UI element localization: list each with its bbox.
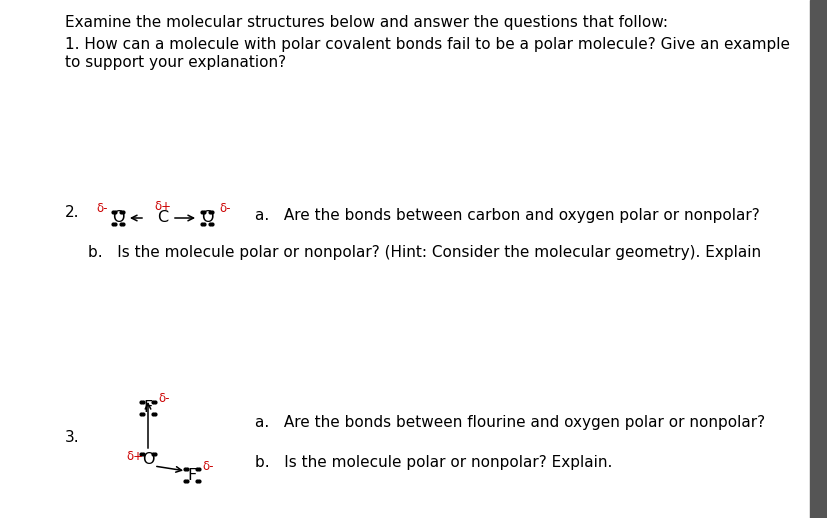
Text: δ-: δ- [158,393,170,406]
Text: b.   Is the molecule polar or nonpolar? (Hint: Consider the molecular geometry).: b. Is the molecule polar or nonpolar? (H… [88,245,760,260]
Bar [809,0,827,518]
Text: b.   Is the molecule polar or nonpolar? Explain.: b. Is the molecule polar or nonpolar? Ex… [255,455,612,470]
Text: 2.: 2. [65,205,79,220]
Text: a.   Are the bonds between flourine and oxygen polar or nonpolar?: a. Are the bonds between flourine and ox… [255,415,764,430]
Text: O: O [112,210,124,225]
Text: F: F [143,400,152,415]
Text: O: O [200,210,213,225]
Text: Examine the molecular structures below and answer the questions that follow:: Examine the molecular structures below a… [65,15,667,30]
Text: a.   Are the bonds between carbon and oxygen polar or nonpolar?: a. Are the bonds between carbon and oxyg… [255,208,759,223]
Text: 3.: 3. [65,430,79,445]
Text: 1. How can a molecule with polar covalent bonds fail to be a polar molecule? Giv: 1. How can a molecule with polar covalen… [65,37,789,52]
Text: F: F [187,468,196,482]
Text: δ+: δ+ [126,450,143,463]
Text: C: C [157,210,169,225]
Text: O: O [141,453,154,468]
Text: δ-: δ- [202,459,213,472]
Text: δ-: δ- [96,203,108,215]
Text: δ+: δ+ [155,200,171,213]
Text: to support your explanation?: to support your explanation? [65,55,286,70]
Text: δ-: δ- [218,203,230,215]
